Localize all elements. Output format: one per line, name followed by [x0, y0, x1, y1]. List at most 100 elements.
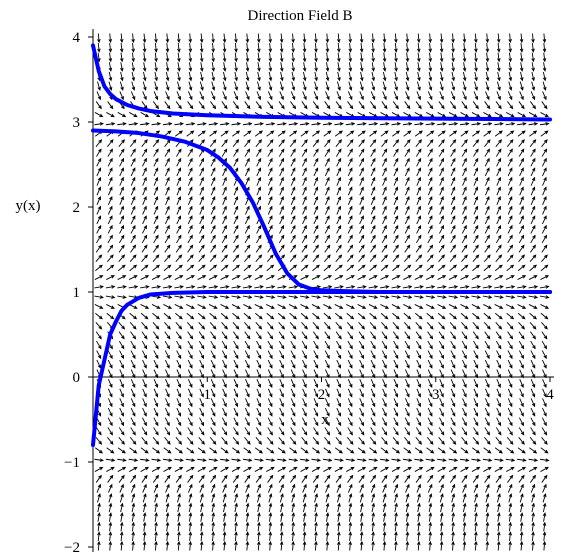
- field-arrow-head: [99, 285, 104, 289]
- field-arrow-head: [531, 403, 536, 408]
- field-arrow-shaft: [289, 447, 297, 454]
- field-arrow-shaft: [106, 304, 115, 309]
- field-arrow-shaft: [507, 378, 513, 388]
- field-arrow-head: [542, 512, 547, 517]
- field-arrow-shaft: [200, 513, 203, 522]
- field-arrow-shaft: [107, 158, 113, 167]
- field-arrow-shaft: [473, 388, 478, 397]
- field-arrow-head: [440, 215, 444, 220]
- field-arrow-head: [108, 38, 113, 44]
- field-arrow-head: [325, 58, 330, 63]
- field-arrow-head: [213, 275, 218, 279]
- field-arrow-shaft: [257, 541, 260, 551]
- field-arrow-shaft: [439, 350, 444, 359]
- field-arrow-shaft: [176, 484, 181, 493]
- field-arrow-head: [488, 285, 493, 289]
- field-arrow-shaft: [529, 312, 537, 320]
- field-arrow-head: [143, 176, 147, 181]
- field-arrow-shaft: [370, 417, 376, 426]
- field-arrow-shaft: [208, 123, 218, 126]
- field-arrow-shaft: [279, 493, 284, 503]
- field-arrow-shaft: [176, 91, 181, 100]
- field-arrow-head: [543, 176, 547, 181]
- field-arrow-shaft: [404, 350, 410, 359]
- field-arrow-head: [429, 325, 434, 330]
- field-arrow-head: [326, 440, 331, 445]
- field-arrow-head: [533, 130, 538, 135]
- field-arrow-head: [211, 521, 215, 526]
- field-arrow-head: [531, 38, 535, 44]
- field-arrow-shaft: [244, 149, 250, 157]
- field-arrow-shaft: [495, 475, 502, 483]
- field-arrow-shaft: [130, 427, 136, 435]
- field-arrow-shaft: [506, 322, 514, 330]
- field-arrow-shaft: [541, 350, 547, 359]
- field-arrow-head: [533, 122, 539, 126]
- field-arrow-shaft: [312, 437, 319, 445]
- field-arrow-head: [257, 186, 261, 191]
- field-arrow-head: [486, 105, 491, 110]
- field-arrow-shaft: [313, 206, 318, 215]
- field-arrow-head: [177, 521, 181, 526]
- field-arrow-shaft: [507, 215, 513, 225]
- field-arrow-head: [234, 512, 238, 517]
- field-arrow-shaft: [199, 196, 204, 206]
- field-arrow-head: [417, 364, 421, 369]
- field-arrow-head: [143, 157, 147, 162]
- field-arrow-shaft: [348, 503, 352, 513]
- field-arrow-shaft: [404, 437, 411, 445]
- field-arrow-shaft: [165, 503, 169, 513]
- field-arrow-shaft: [404, 101, 411, 109]
- field-arrow-shaft: [438, 235, 445, 244]
- field-arrow-head: [542, 67, 547, 72]
- field-arrow-head: [211, 58, 215, 63]
- field-arrow-shaft: [336, 81, 341, 91]
- field-arrow-shaft: [336, 493, 341, 503]
- field-arrow-head: [475, 130, 481, 135]
- field-arrow-shaft: [210, 475, 216, 483]
- field-arrow-shaft: [291, 513, 295, 522]
- field-arrow-head: [417, 157, 422, 162]
- field-arrow-head: [109, 403, 113, 408]
- field-arrow-head: [350, 130, 355, 135]
- field-arrow-head: [497, 67, 501, 72]
- field-arrow-shaft: [311, 304, 320, 309]
- field-arrow-head: [154, 540, 158, 546]
- field-arrow-head: [430, 466, 435, 471]
- field-arrow-head: [131, 493, 136, 498]
- field-arrow-head: [189, 403, 193, 408]
- field-arrow-head: [532, 234, 536, 239]
- field-arrow-shaft: [95, 101, 102, 109]
- field-arrow-head: [417, 96, 421, 101]
- field-arrow-head: [246, 224, 250, 230]
- field-arrow-head: [111, 295, 116, 299]
- field-arrow-head: [350, 449, 355, 454]
- field-arrow-head: [510, 264, 515, 269]
- field-arrow-shaft: [381, 245, 388, 253]
- field-arrow-head: [236, 449, 241, 454]
- field-arrow-head: [521, 264, 526, 269]
- field-arrow-shaft: [437, 458, 446, 461]
- field-arrow-shaft: [438, 475, 445, 483]
- field-arrow-head: [291, 48, 295, 53]
- field-arrow-head: [245, 58, 250, 63]
- field-arrow-shaft: [416, 417, 422, 426]
- field-arrow-head: [486, 234, 490, 239]
- field-arrow-shaft: [347, 196, 353, 206]
- field-arrow-shaft: [391, 123, 401, 126]
- field-arrow-head: [350, 264, 355, 269]
- field-arrow-shaft: [324, 167, 330, 177]
- field-arrow-shaft: [392, 245, 399, 253]
- field-arrow-head: [462, 540, 467, 546]
- field-arrow-shaft: [505, 304, 515, 309]
- field-arrow-head: [257, 431, 262, 436]
- field-arrow-head: [257, 195, 261, 201]
- field-arrow-head: [291, 540, 295, 546]
- field-arrow-shaft: [153, 215, 159, 225]
- field-arrow-head: [222, 77, 227, 82]
- field-arrow-head: [419, 305, 424, 309]
- field-arrow-head: [212, 422, 216, 427]
- field-arrow-shaft: [335, 101, 342, 109]
- field-arrow-head: [131, 186, 136, 191]
- field-arrow-head: [246, 483, 250, 488]
